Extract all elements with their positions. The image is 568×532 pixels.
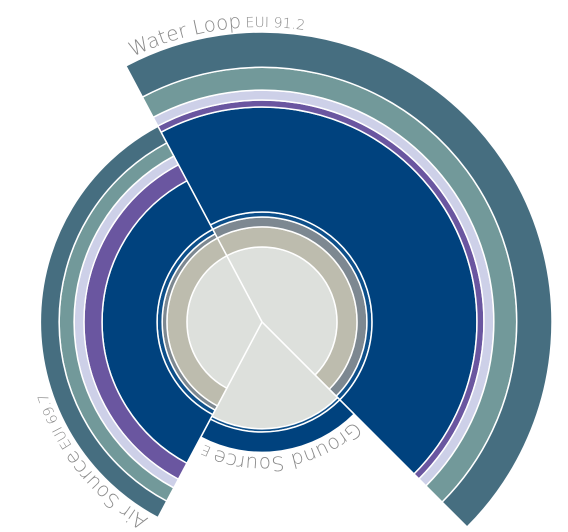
segment [124,31,553,529]
value-label: EUI 91.2 [245,15,306,34]
segment [39,125,168,519]
